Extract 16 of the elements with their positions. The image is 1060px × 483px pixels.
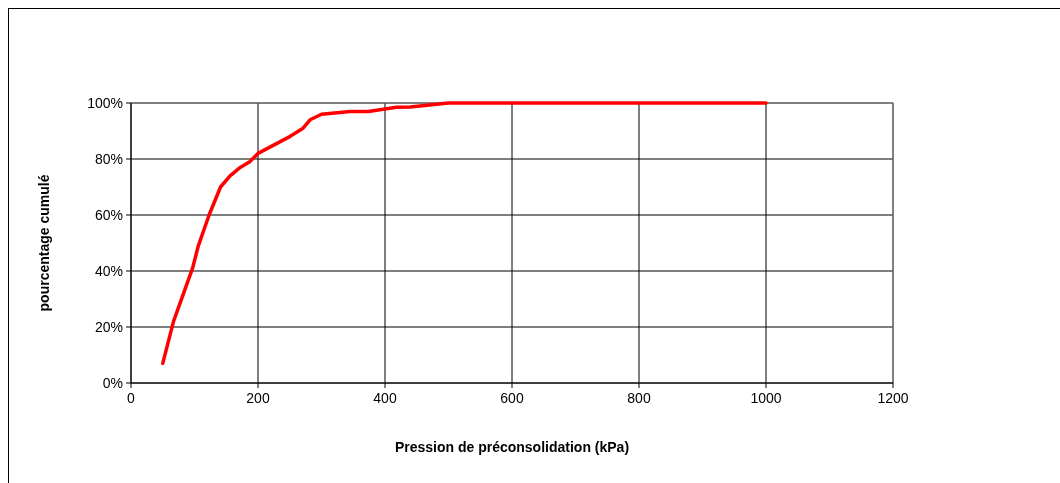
y-tick-label: 60%	[94, 207, 123, 223]
x-tick-label: 600	[500, 390, 524, 406]
x-tick-label: 800	[627, 390, 651, 406]
y-tick-label: 100%	[87, 95, 123, 111]
x-axis-title: Pression de préconsolidation (kPa)	[394, 439, 630, 455]
x-tick-label: 400	[373, 390, 397, 406]
x-tick-label: 200	[246, 390, 270, 406]
y-tick-label: 0%	[102, 375, 123, 391]
x-tick-label: 1200	[877, 390, 909, 406]
y-tick-label: 80%	[94, 151, 123, 167]
y-tick-label: 20%	[94, 319, 123, 335]
x-tick-label: 0	[127, 390, 136, 406]
y-axis-title: pourcentage cumulé	[36, 174, 52, 312]
y-tick-label: 40%	[94, 263, 123, 279]
x-tick-label: 1000	[750, 390, 782, 406]
line-series	[161, 101, 768, 366]
